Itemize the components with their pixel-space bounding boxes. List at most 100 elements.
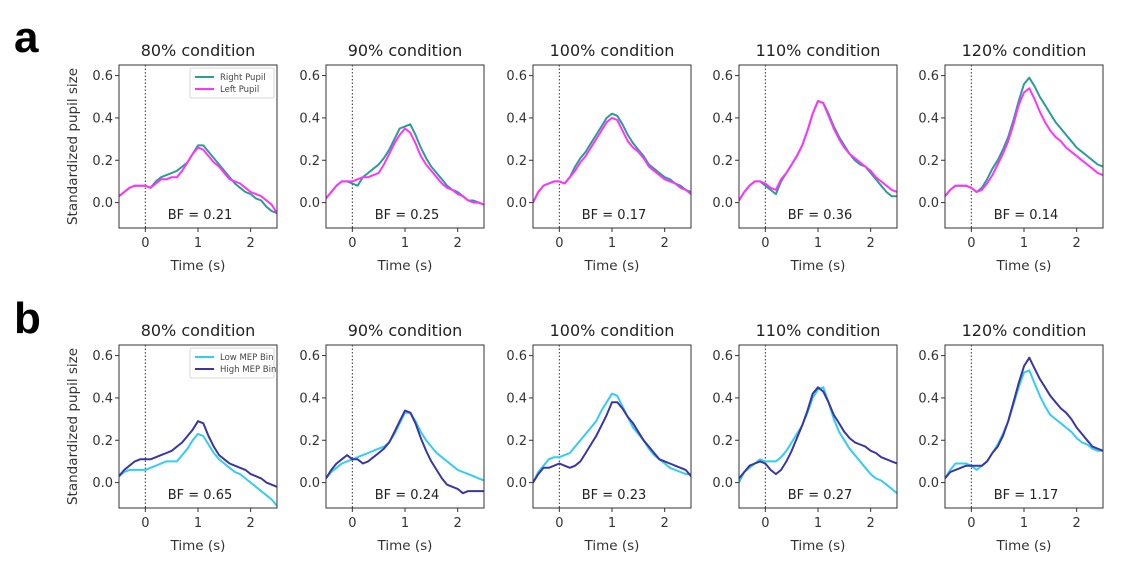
y-tick-label: 0.0 xyxy=(712,476,733,491)
x-tick-label: 2 xyxy=(661,516,669,531)
y-tick-label: 0.0 xyxy=(299,476,320,491)
panel-title: 100% condition xyxy=(550,41,675,60)
bayes-factor-annotation: BF = 0.27 xyxy=(788,488,853,503)
series-line-low-mep-bin xyxy=(533,392,691,484)
y-tick-label: 0.4 xyxy=(92,391,113,406)
y-tick-label: 0.4 xyxy=(918,391,939,406)
x-axis-label: Time (s) xyxy=(377,258,433,274)
legend-label: Right Pupil xyxy=(220,73,266,83)
y-tick-label: 0.4 xyxy=(299,391,320,406)
x-tick-label: 2 xyxy=(867,236,875,251)
panel-a-3: 100% condition 0.0 0.2 0.4 0.6 0 1 2 Time (s) BF … xyxy=(506,41,692,274)
y-tick-label: 0.0 xyxy=(92,196,113,211)
panel-title: 80% condition xyxy=(141,41,256,60)
y-tick-label: 0.0 xyxy=(506,476,527,491)
series-line-high-mep-bin xyxy=(326,409,484,495)
panel-b-5: 120% condition 0.0 0.2 0.4 0.6 0 1 2 Time (s) BF … xyxy=(918,321,1104,554)
y-tick-label: 0.2 xyxy=(918,154,939,169)
x-tick-label: 1 xyxy=(401,516,409,531)
x-tick-label: 2 xyxy=(247,516,255,531)
panel-b-2: 90% condition 0.0 0.2 0.4 0.6 0 1 2 Time (s) BF =… xyxy=(299,321,485,554)
legend-box xyxy=(189,67,275,99)
y-tick-label: 0.6 xyxy=(712,349,733,364)
series-line-right-pupil xyxy=(739,100,897,202)
series-line-high-mep-bin xyxy=(945,356,1103,480)
series-group xyxy=(119,144,277,215)
y-tick-label: 0.2 xyxy=(299,154,320,169)
y-tick-label: 0.4 xyxy=(918,111,939,126)
x-axis-label: Time (s) xyxy=(170,538,226,554)
series-group xyxy=(945,76,1103,197)
x-tick-label: 0 xyxy=(348,236,356,251)
x-tick-label: 1 xyxy=(194,516,202,531)
y-tick-label: 0.2 xyxy=(299,434,320,449)
y-tick-label: 0.2 xyxy=(712,154,733,169)
bayes-factor-annotation: BF = 0.24 xyxy=(375,488,440,503)
series-line-left-pupil xyxy=(533,116,691,204)
x-tick-label: 2 xyxy=(1073,236,1081,251)
y-tick-label: 0.6 xyxy=(92,349,113,364)
axes-frame xyxy=(325,344,485,509)
panel-title: 110% condition xyxy=(756,41,881,60)
y-tick-label: 0.6 xyxy=(918,349,939,364)
legend-label: Low MEP Bin xyxy=(220,353,274,363)
panel-title: 80% condition xyxy=(141,321,256,340)
x-tick-label: 1 xyxy=(1020,236,1028,251)
x-tick-label: 0 xyxy=(967,516,975,531)
x-tick-label: 1 xyxy=(608,236,616,251)
panel-title: 90% condition xyxy=(348,321,463,340)
y-tick-label: 0.4 xyxy=(299,111,320,126)
y-tick-label: 0.4 xyxy=(712,111,733,126)
x-tick-label: 1 xyxy=(814,236,822,251)
axes-frame xyxy=(944,64,1104,229)
y-tick-label: 0.6 xyxy=(918,69,939,84)
x-tick-label: 2 xyxy=(867,516,875,531)
y-tick-label: 0.4 xyxy=(712,391,733,406)
series-line-left-pupil xyxy=(945,87,1103,197)
x-axis-label: Time (s) xyxy=(584,538,640,554)
series-line-low-mep-bin xyxy=(326,411,484,482)
legend-label: Left Pupil xyxy=(220,85,259,95)
series-line-right-pupil xyxy=(119,144,277,215)
x-tick-label: 2 xyxy=(661,236,669,251)
x-tick-label: 0 xyxy=(761,236,769,251)
panel-a-4: 110% condition 0.0 0.2 0.4 0.6 0 1 2 Time (s) BF … xyxy=(712,41,898,274)
y-tick-label: 0.2 xyxy=(92,434,113,449)
panel-title: 100% condition xyxy=(550,321,675,340)
x-tick-label: 0 xyxy=(348,516,356,531)
legend-box xyxy=(189,347,275,379)
y-tick-label: 0.6 xyxy=(299,349,320,364)
series-line-right-pupil xyxy=(945,76,1103,197)
bayes-factor-annotation: BF = 0.17 xyxy=(582,208,647,223)
series-line-high-mep-bin xyxy=(739,386,897,480)
series-group xyxy=(533,392,691,484)
y-tick-label: 0.6 xyxy=(92,69,113,84)
x-axis-label: Time (s) xyxy=(170,258,226,274)
series-group xyxy=(119,420,277,507)
series-line-left-pupil xyxy=(739,100,897,202)
panel-title: 120% condition xyxy=(962,321,1087,340)
x-tick-label: 0 xyxy=(555,516,563,531)
x-tick-label: 0 xyxy=(141,236,149,251)
series-line-low-mep-bin xyxy=(119,432,277,507)
y-tick-label: 0.4 xyxy=(506,391,527,406)
y-tick-label: 0.2 xyxy=(712,434,733,449)
x-tick-label: 0 xyxy=(761,516,769,531)
axes-frame xyxy=(532,344,692,509)
axes-frame xyxy=(325,64,485,229)
y-tick-label: 0.0 xyxy=(506,196,527,211)
panel-letter-a: a xyxy=(14,13,39,62)
x-axis-label: Time (s) xyxy=(996,258,1052,274)
y-tick-label: 0.0 xyxy=(299,196,320,211)
y-axis-label: Standardized pupil size xyxy=(65,68,81,225)
y-tick-label: 0.6 xyxy=(299,69,320,84)
series-line-low-mep-bin xyxy=(739,386,897,494)
bayes-factor-annotation: BF = 0.21 xyxy=(168,208,233,223)
x-axis-label: Time (s) xyxy=(584,258,640,274)
panel-b-4: 110% condition 0.0 0.2 0.4 0.6 0 1 2 Time (s) BF … xyxy=(712,321,898,554)
panel-title: 90% condition xyxy=(348,41,463,60)
panel-letter-b: b xyxy=(14,294,41,343)
x-tick-label: 2 xyxy=(454,516,462,531)
bayes-factor-annotation: BF = 0.36 xyxy=(788,208,853,223)
